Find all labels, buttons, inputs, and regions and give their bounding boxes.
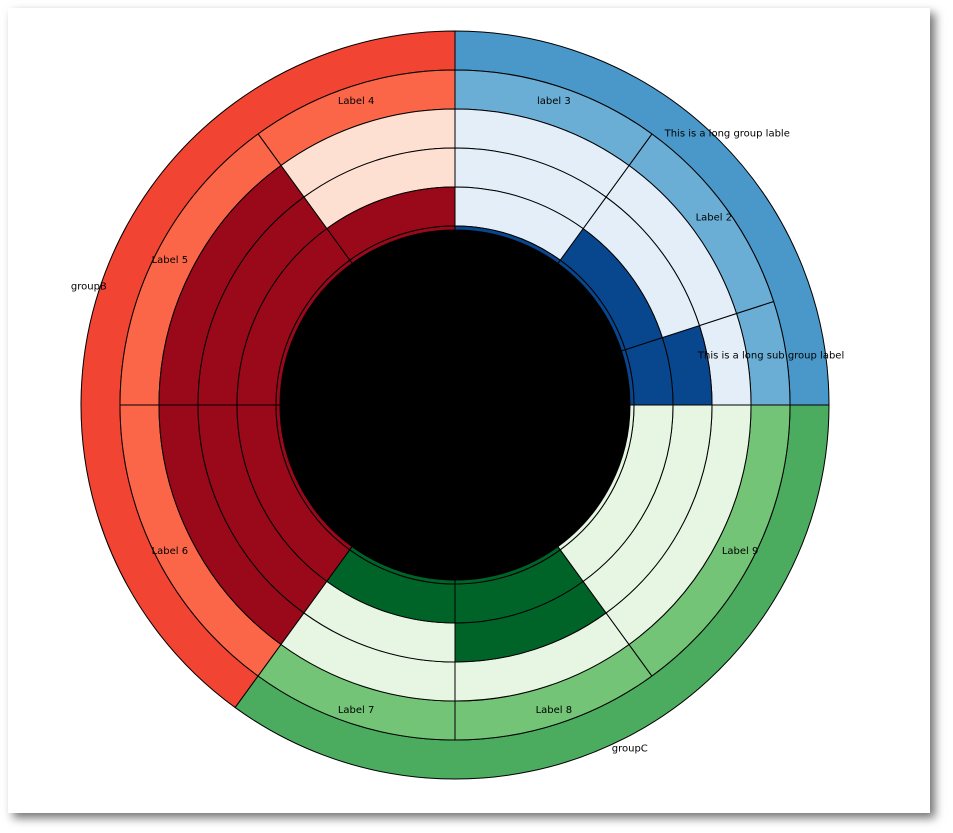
subgroup-label: Label 2: [696, 212, 733, 223]
subgroup-label: Label 7: [338, 705, 375, 716]
label-layer: This is a long group lable This is a long…: [71, 96, 844, 754]
subgroup-label: Label 6: [152, 546, 189, 557]
subgroup-label: label 3: [537, 96, 571, 107]
wedge-layer: [80, 30, 830, 780]
group-label: groupC: [612, 744, 648, 755]
subgroup-label: Label 8: [536, 705, 573, 716]
subgroup-label: Label 9: [722, 546, 759, 557]
subgroup-label: This is a long sub group label: [697, 350, 844, 361]
group-label: groupB: [71, 282, 107, 293]
group-label: This is a long group lable: [664, 128, 790, 139]
subgroup-label: Label 4: [338, 96, 375, 107]
center-disc: [280, 230, 630, 580]
subgroup-label: Label 5: [152, 255, 189, 266]
